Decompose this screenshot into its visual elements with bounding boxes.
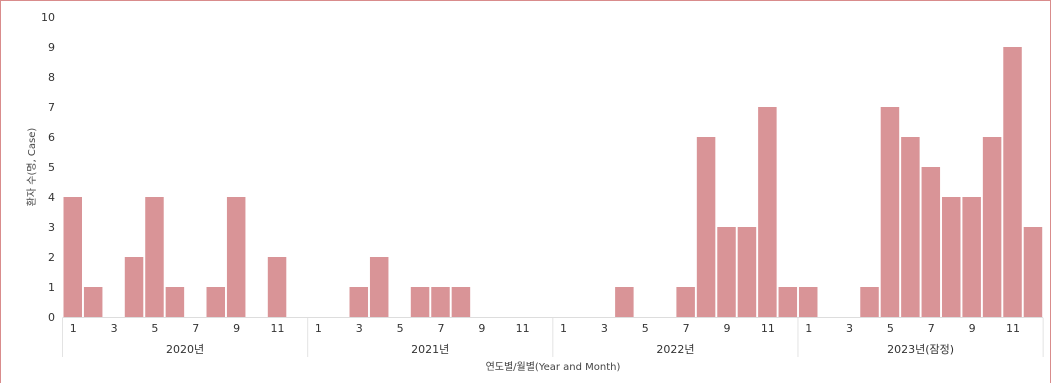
month-tick-label: 3 (601, 322, 608, 335)
bar-0-8 (206, 287, 226, 317)
year-label: 2023년(잠정) (887, 343, 954, 356)
bar-2-4 (615, 287, 634, 317)
month-tick-label: 3 (846, 322, 853, 335)
month-tick-label: 9 (969, 322, 976, 335)
bar-2-9 (717, 227, 736, 317)
bar-1-4 (369, 257, 389, 317)
bar-3-1 (798, 287, 818, 317)
month-tick-label: 1 (70, 322, 77, 335)
bar-3-6 (901, 137, 920, 317)
month-tick-label: 5 (397, 322, 404, 335)
bar-2-8 (696, 137, 716, 317)
y-axis-title: 환자 수(명, Case) (26, 128, 38, 207)
month-tick-label: 7 (437, 322, 444, 335)
bar-0-11 (267, 257, 287, 317)
y-tick-label: 3 (48, 221, 55, 234)
y-tick-label: 0 (48, 311, 55, 324)
bar-1-3 (349, 287, 369, 317)
bar-3-10 (982, 137, 1002, 317)
month-tick-label: 5 (151, 322, 158, 335)
year-label: 2021년 (411, 343, 449, 356)
x-axis-title: 연도별/월별(Year and Month) (486, 361, 621, 373)
month-tick-label: 7 (192, 322, 199, 335)
bar-1-6 (410, 287, 430, 317)
month-tick-label: 7 (683, 322, 690, 335)
month-tick-label: 9 (478, 322, 485, 335)
month-tick-label: 3 (356, 322, 363, 335)
y-tick-label: 9 (48, 41, 55, 54)
y-tick-label: 8 (48, 71, 55, 84)
bar-0-2 (83, 287, 103, 317)
month-tick-label: 5 (642, 322, 649, 335)
y-tick-label: 6 (48, 131, 55, 144)
bar-2-10 (737, 227, 757, 317)
month-tick-label: 9 (723, 322, 730, 335)
month-tick-label: 11 (1006, 322, 1020, 335)
y-tick-label: 7 (48, 101, 55, 114)
bar-0-5 (145, 197, 164, 317)
bar-0-1 (63, 197, 82, 317)
bar-2-12 (778, 287, 798, 317)
y-tick-label: 5 (48, 161, 55, 174)
bar-3-11 (1003, 47, 1022, 317)
month-tick-label: 7 (928, 322, 935, 335)
month-tick-label: 1 (805, 322, 812, 335)
month-tick-label: 11 (271, 322, 285, 335)
month-tick-label: 5 (887, 322, 894, 335)
year-label: 2020년 (166, 343, 204, 356)
bar-0-9 (226, 197, 246, 317)
bar-0-4 (124, 257, 144, 317)
bar-3-7 (921, 167, 941, 317)
bar-3-9 (962, 197, 981, 317)
month-tick-label: 3 (111, 322, 118, 335)
y-tick-label: 1 (48, 281, 55, 294)
year-label: 2022년 (656, 343, 694, 356)
month-tick-label: 1 (315, 322, 322, 335)
y-tick-label: 10 (41, 11, 55, 24)
month-tick-label: 1 (560, 322, 567, 335)
y-tick-label: 4 (48, 191, 55, 204)
bar-2-11 (758, 107, 777, 317)
bar-3-4 (860, 287, 879, 317)
bar-1-7 (431, 287, 450, 317)
month-tick-label: 9 (233, 322, 240, 335)
month-tick-label: 11 (516, 322, 530, 335)
bar-3-8 (941, 197, 961, 317)
bar-1-8 (451, 287, 471, 317)
month-tick-label: 11 (761, 322, 775, 335)
bar-0-6 (165, 287, 185, 317)
bar-3-5 (880, 107, 900, 317)
bar-3-12 (1023, 227, 1043, 317)
y-tick-label: 2 (48, 251, 55, 264)
bar-2-7 (676, 287, 695, 317)
